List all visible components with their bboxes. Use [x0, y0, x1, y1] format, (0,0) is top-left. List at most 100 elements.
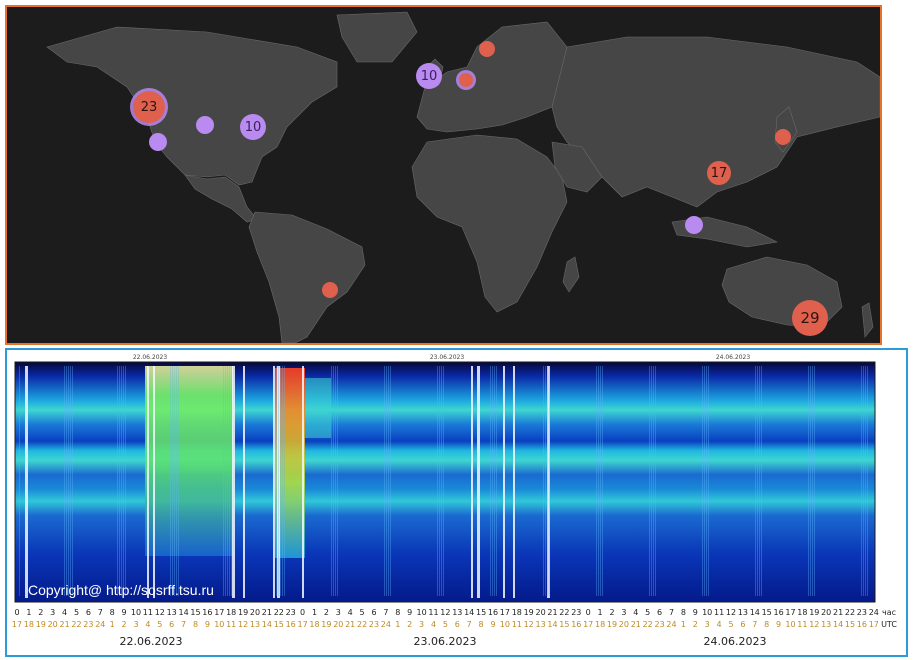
- hour-tick-label: 18: [226, 608, 236, 617]
- spectro-noise-line: [545, 366, 546, 596]
- utc-tick-label: 3: [133, 620, 138, 629]
- spectro-noise-line: [649, 366, 650, 596]
- utc-tick-label: 16: [857, 620, 867, 629]
- hour-tick-label: 21: [547, 608, 557, 617]
- hour-tick-label: 23: [571, 608, 581, 617]
- hour-tick-label: 12: [155, 608, 165, 617]
- utc-tick-label: 22: [357, 620, 367, 629]
- hour-tick-label: 6: [86, 608, 91, 617]
- spectro-noise-line: [123, 366, 124, 596]
- utc-tick-label: 9: [205, 620, 210, 629]
- hour-tick-label: 14: [464, 608, 474, 617]
- map-marker[interactable]: 17: [707, 161, 731, 185]
- spectro-noise-line: [543, 366, 544, 596]
- hour-tick-label: 9: [407, 608, 412, 617]
- hour-tick-label: 0: [586, 608, 591, 617]
- hour-tick-label: 12: [726, 608, 736, 617]
- map-marker[interactable]: [775, 129, 791, 145]
- map-marker[interactable]: 10: [240, 114, 266, 140]
- hour-tick-label: 9: [122, 608, 127, 617]
- hour-tick-label: 2: [324, 608, 329, 617]
- utc-tick-label: 22: [643, 620, 653, 629]
- spectro-noise-line: [72, 366, 73, 596]
- map-marker[interactable]: [459, 73, 473, 87]
- map-marker[interactable]: [322, 282, 338, 298]
- hour-tick-label: 11: [428, 608, 438, 617]
- spectro-noise-line: [653, 366, 654, 596]
- hour-tick-label: 3: [621, 608, 626, 617]
- spectro-noise-line: [702, 366, 703, 596]
- spectro-noise-line: [388, 366, 389, 596]
- spectro-noise-line: [121, 366, 122, 596]
- map-marker[interactable]: [196, 116, 214, 134]
- utc-suffix: UTC: [881, 620, 897, 629]
- spectro-spike: [503, 366, 505, 598]
- spectro-noise-line: [19, 366, 20, 596]
- hour-tick-label: 8: [681, 608, 686, 617]
- utc-tick-label: 19: [321, 620, 331, 629]
- spectro-noise-line: [812, 366, 813, 596]
- spectro-noise-line: [865, 366, 866, 596]
- spectro-noise-line: [596, 366, 597, 596]
- spectro-spike: [277, 366, 280, 598]
- utc-tick-label: 11: [797, 620, 807, 629]
- hour-tick-label: 3: [50, 608, 55, 617]
- utc-tick-label: 5: [728, 620, 733, 629]
- spectro-noise-line: [68, 366, 69, 596]
- spectro-vertical-spikes: [19, 366, 868, 598]
- top-date-3: 24.06.2023: [716, 354, 751, 361]
- hour-tick-label: 0: [300, 608, 305, 617]
- spectro-noise-line: [66, 366, 67, 596]
- map-marker[interactable]: 23: [133, 91, 165, 123]
- hour-tick-label: 17: [500, 608, 510, 617]
- utc-tick-label: 13: [250, 620, 260, 629]
- utc-tick-label: 6: [169, 620, 174, 629]
- spectro-noise-line: [706, 366, 707, 596]
- hour-tick-label: 1: [26, 608, 31, 617]
- spectro-noise-line: [492, 366, 493, 596]
- hour-tick-label: 10: [131, 608, 141, 617]
- map-marker[interactable]: 29: [792, 300, 828, 336]
- utc-tick-label: 8: [479, 620, 484, 629]
- spectro-noise-line: [602, 366, 603, 596]
- utc-tick-label: 20: [333, 620, 343, 629]
- spectro-noise-line: [280, 366, 281, 596]
- map-marker[interactable]: 10: [416, 63, 442, 89]
- hour-tick-label: 16: [202, 608, 212, 617]
- hour-tick-label: 4: [633, 608, 638, 617]
- utc-tick-label: 21: [60, 620, 70, 629]
- hour-tick-label: 15: [476, 608, 486, 617]
- bottom-date-3: 24.06.2023: [704, 635, 767, 648]
- hour-tick-label: 1: [312, 608, 317, 617]
- hour-tick-label: 18: [797, 608, 807, 617]
- spectro-noise-line: [755, 366, 756, 596]
- spectro-noise-line: [125, 366, 126, 596]
- spectro-spike: [232, 366, 235, 598]
- hour-tick-label: 11: [143, 608, 153, 617]
- spectro-noise-line: [333, 366, 334, 596]
- map-marker[interactable]: [685, 216, 703, 234]
- utc-tick-label: 1: [110, 620, 115, 629]
- map-marker[interactable]: [149, 133, 167, 151]
- hour-tick-label: 5: [645, 608, 650, 617]
- map-marker[interactable]: [479, 41, 495, 57]
- south-america: [248, 211, 366, 343]
- spectro-spike: [477, 366, 480, 598]
- utc-tick-label: 17: [583, 620, 593, 629]
- spectro-noise-line: [704, 366, 705, 596]
- hour-tick-label: 22: [274, 608, 284, 617]
- utc-tick-label: 20: [48, 620, 58, 629]
- spectro-noise-line: [64, 366, 65, 596]
- spectro-noise-line: [863, 366, 864, 596]
- utc-tick-label: 17: [12, 620, 22, 629]
- hour-tick-label: 7: [669, 608, 674, 617]
- new-zealand: [861, 302, 874, 338]
- hour-tick-label: 0: [14, 608, 19, 617]
- spectro-spike: [302, 366, 304, 598]
- utc-tick-label: 13: [536, 620, 546, 629]
- spectro-noise-line: [708, 366, 709, 596]
- utc-tick-label: 9: [490, 620, 495, 629]
- utc-tick-label: 3: [419, 620, 424, 629]
- hour-tick-label: 21: [833, 608, 843, 617]
